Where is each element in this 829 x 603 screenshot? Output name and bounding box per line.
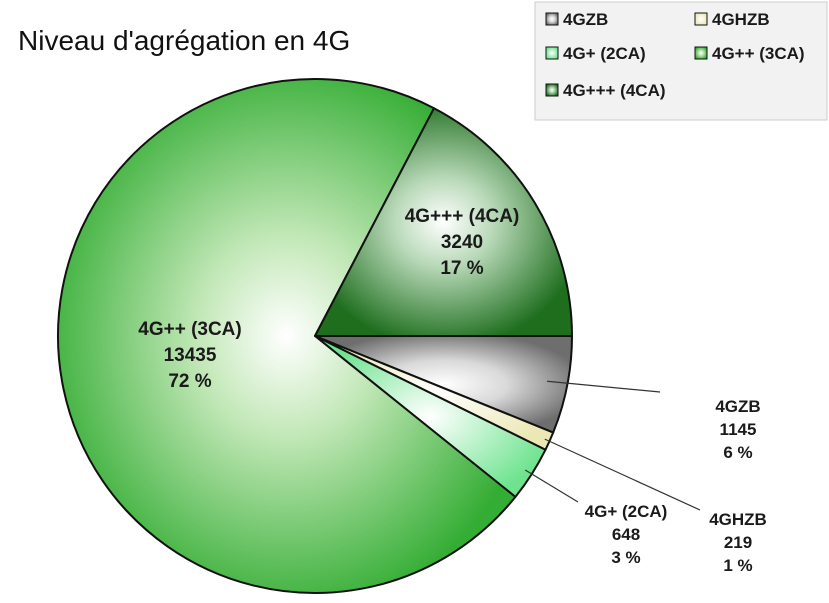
slice-label-value-4g-4ca: 3240: [441, 232, 483, 253]
slice-label-category-4g-4ca: 4G+++ (4CA): [405, 206, 520, 227]
legend-swatch-4g-4ca: [545, 83, 559, 97]
slice-label-percent-4g-3ca: 72 %: [168, 371, 211, 392]
chart-title: Niveau d'agrégation en 4G: [18, 25, 350, 56]
leader-line-4g-2ca: [524, 469, 579, 503]
legend-swatch-4g-3ca: [694, 46, 708, 60]
leader-line-4gzb: [547, 380, 661, 393]
legend-swatch-4g-2ca: [545, 46, 559, 60]
legend-label-4g-4ca: 4G+++ (4CA): [563, 81, 666, 100]
slice-label-percent-4ghzb: 1 %: [723, 556, 752, 575]
pie-slice-4g-4ca: [314, 107, 573, 337]
slice-label-category-4g-3ca: 4G++ (3CA): [138, 319, 241, 340]
pie-slices: [57, 78, 573, 594]
legend-label-4g-3ca: 4G++ (3CA): [712, 44, 805, 63]
slice-label-percent-4gzb: 6 %: [723, 443, 752, 462]
legend-swatch-4gzb: [545, 12, 559, 26]
slice-label-category-4gzb: 4GZB: [715, 397, 760, 416]
slice-label-value-4g-3ca: 13435: [164, 345, 217, 366]
legend-label-4g-2ca: 4G+ (2CA): [563, 44, 646, 63]
legend-label-4ghzb: 4GHZB: [712, 10, 770, 29]
legend-items: 4GZB 4GHZB 4G+ (2CA) 4G++ (3CA) 4G+++ (4CA): [545, 10, 805, 100]
slice-label-value-4ghzb: 219: [724, 533, 752, 552]
pie-slice-4g-3ca: [57, 78, 517, 594]
legend-box: [534, 1, 828, 121]
legend-label-4gzb: 4GZB: [563, 10, 608, 29]
slice-label-value-4gzb: 1145: [720, 420, 757, 439]
slice-label-category-4ghzb: 4GHZB: [709, 510, 767, 529]
slice-labels: 4GZB 1145 6 % 4GHZB 219 1 % 4G+ (2CA) 648 3 % 4G+…: [138, 206, 767, 575]
legend-swatch-4ghzb: [694, 12, 708, 26]
slice-label-category-4g-2ca: 4G+ (2CA): [585, 502, 668, 521]
leader-lines: [524, 380, 701, 511]
slice-label-value-4g-2ca: 648: [612, 525, 640, 544]
slice-label-percent-4g-4ca: 17 %: [440, 258, 483, 279]
slice-label-percent-4g-2ca: 3 %: [611, 548, 640, 567]
legend: 4GZB 4GHZB 4G+ (2CA) 4G++ (3CA) 4G+++ (4CA): [534, 1, 828, 121]
leader-line-4ghzb: [544, 438, 701, 511]
